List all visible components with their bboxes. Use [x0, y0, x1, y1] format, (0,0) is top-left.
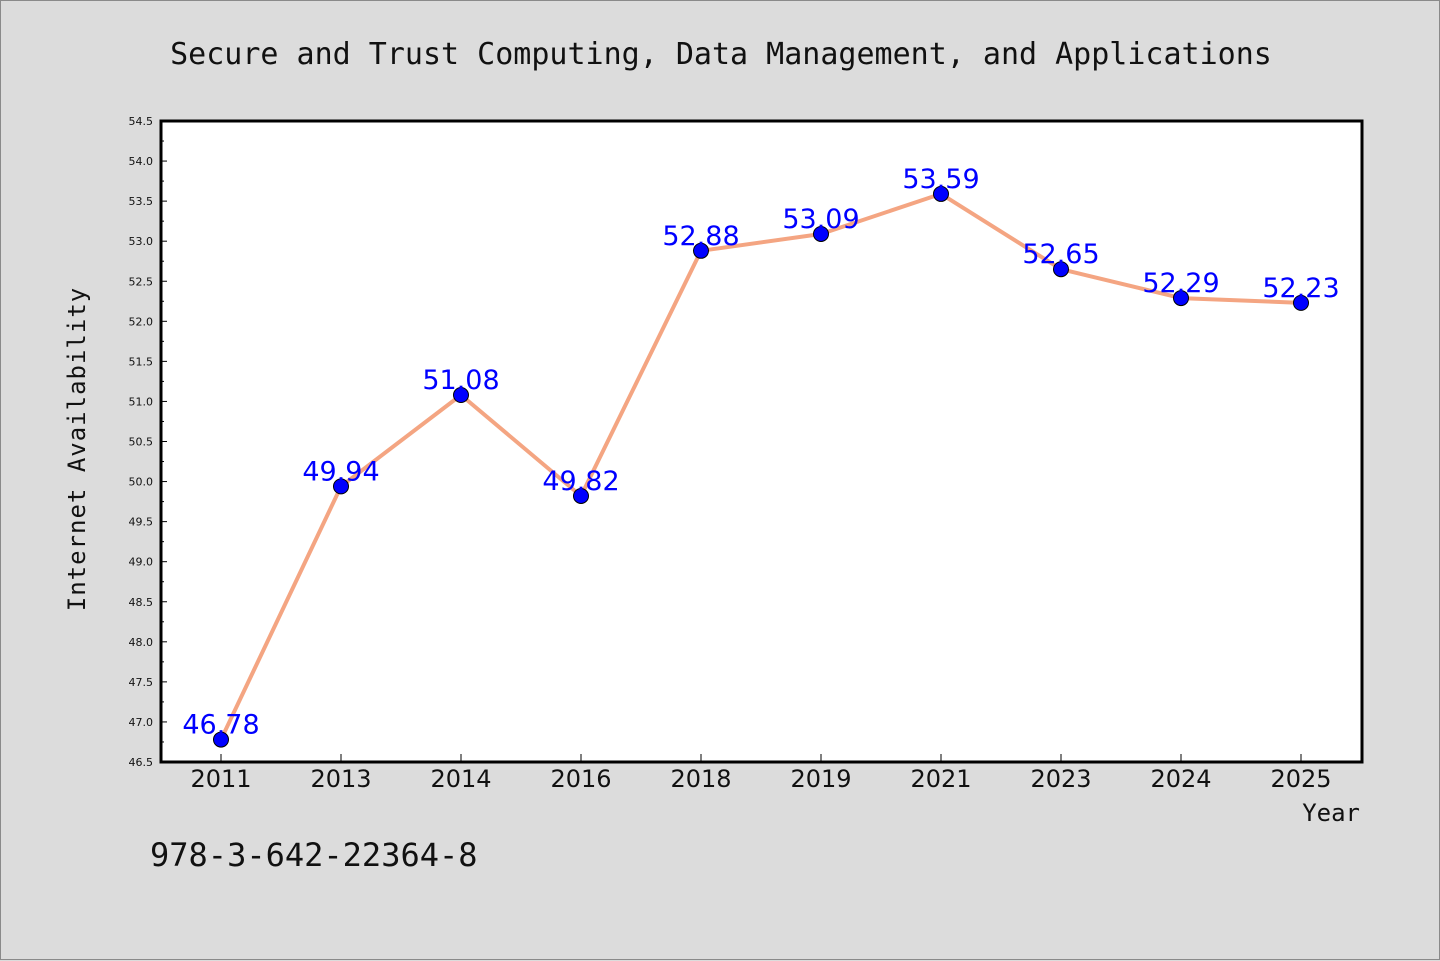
y-tick-label: 49.0 — [129, 556, 154, 569]
y-tick-label: 54.0 — [129, 155, 154, 168]
data-label: 52.23 — [1262, 273, 1339, 304]
y-tick-label: 51.0 — [129, 395, 154, 408]
y-tick-label: 49.5 — [129, 516, 154, 529]
data-point — [1173, 290, 1189, 307]
y-tick-label: 50.5 — [129, 436, 154, 449]
y-tick-label: 53.0 — [129, 235, 154, 248]
data-point — [453, 387, 469, 404]
x-tick-label: 2023 — [1030, 765, 1091, 793]
data-point — [573, 487, 589, 504]
data-point — [1293, 294, 1309, 311]
y-tick-label: 47.0 — [129, 716, 154, 729]
data-label: 46.78 — [182, 710, 259, 741]
x-axis-label: Year — [1302, 799, 1360, 827]
x-tick-label: 2013 — [310, 765, 371, 793]
x-tick-label: 2016 — [550, 765, 611, 793]
y-axis-label: Internet Availability — [63, 287, 91, 611]
series-line — [219, 191, 1303, 742]
isbn-text: 978-3-642-22364-8 — [150, 836, 478, 874]
data-point — [1053, 261, 1069, 278]
y-tick-label: 48.0 — [129, 636, 154, 649]
x-tick-label: 2021 — [910, 765, 971, 793]
data-label: 51.08 — [422, 365, 499, 396]
x-tick-label: 2014 — [430, 765, 491, 793]
x-tick-label: 2024 — [1150, 765, 1211, 793]
data-label: 53.59 — [902, 164, 979, 195]
data-label: 52.88 — [662, 221, 739, 252]
data-point — [213, 731, 229, 748]
x-axis-ticks: 2011 2013 2014 2016 2018 2019 2021 2023 2024 2025 — [190, 754, 1332, 793]
y-tick-label: 52.5 — [129, 275, 154, 288]
data-label: 49.82 — [542, 466, 619, 497]
y-tick-label: 51.5 — [129, 355, 154, 368]
chart-title: Secure and Trust Computing, Data Managem… — [170, 37, 1272, 72]
y-tick-label: 52.0 — [129, 315, 154, 328]
data-label: 53.09 — [782, 204, 859, 235]
x-tick-label: 2018 — [670, 765, 731, 793]
x-tick-label: 2025 — [1270, 765, 1331, 793]
data-point — [813, 225, 829, 242]
plot-area — [161, 121, 1362, 762]
y-tick-label: 47.5 — [129, 676, 154, 689]
plot-frame — [159, 119, 1364, 764]
data-labels-group: 46.78 49.94 51.08 49.82 52.88 53.09 53.59 52.65… — [182, 164, 1339, 741]
series-group — [213, 185, 1309, 748]
data-label: 49.94 — [302, 456, 379, 487]
data-point — [693, 242, 709, 259]
y-tick-label: 54.5 — [129, 115, 154, 128]
x-tick-label: 2019 — [790, 765, 851, 793]
data-label: 52.29 — [1142, 268, 1219, 299]
data-point — [333, 478, 349, 495]
y-tick-label: 48.5 — [129, 596, 154, 609]
x-tick-label: 2011 — [190, 765, 251, 793]
data-point — [933, 185, 949, 202]
y-tick-label: 50.0 — [129, 476, 154, 489]
y-axis-ticks: 46.5 47.0 47.5 48.0 48.5 49.0 49.5 50.0 50.5 51.0… — [129, 115, 167, 769]
y-tick-label: 53.5 — [129, 195, 154, 208]
data-label: 52.65 — [1022, 239, 1099, 270]
y-tick-label: 46.5 — [129, 756, 154, 769]
